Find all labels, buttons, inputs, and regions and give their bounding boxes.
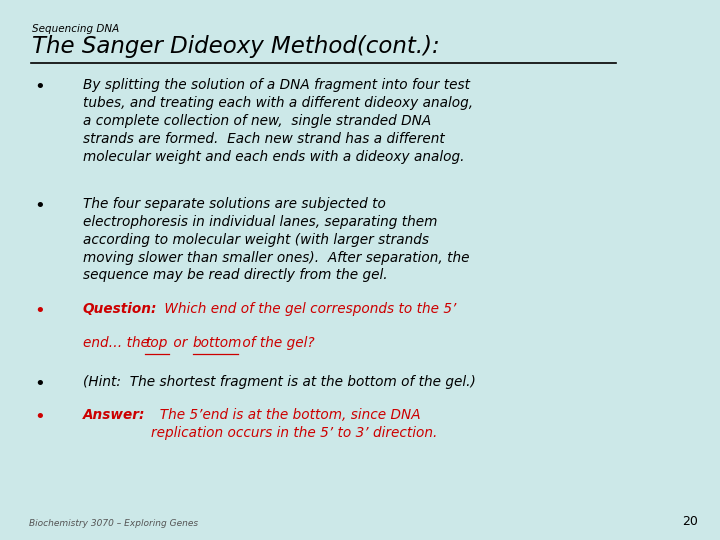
Text: The 5’end is at the bottom, since DNA
replication occurs in the 5’ to 3’ directi: The 5’end is at the bottom, since DNA re…: [151, 408, 438, 440]
Text: •: •: [35, 408, 45, 426]
Text: Answer:: Answer:: [83, 408, 145, 422]
Text: Which end of the gel corresponds to the 5’: Which end of the gel corresponds to the …: [160, 302, 456, 316]
Text: Biochemistry 3070 – Exploring Genes: Biochemistry 3070 – Exploring Genes: [29, 519, 198, 528]
Text: bottom: bottom: [193, 336, 243, 350]
Text: •: •: [35, 375, 45, 393]
Text: By splitting the solution of a DNA fragment into four test
tubes, and treating e: By splitting the solution of a DNA fragm…: [83, 78, 473, 164]
Text: of the gel?: of the gel?: [238, 336, 315, 350]
Text: •: •: [35, 197, 45, 215]
Text: •: •: [35, 302, 45, 320]
Text: top: top: [145, 336, 168, 350]
Text: Sequencing DNA: Sequencing DNA: [32, 24, 120, 35]
Text: 20: 20: [683, 515, 698, 528]
Text: or: or: [169, 336, 192, 350]
Text: •: •: [35, 78, 45, 96]
Text: Question:: Question:: [83, 302, 157, 316]
Text: The four separate solutions are subjected to
electrophoresis in individual lanes: The four separate solutions are subjecte…: [83, 197, 469, 282]
Text: (Hint:  The shortest fragment is at the bottom of the gel.): (Hint: The shortest fragment is at the b…: [83, 375, 476, 389]
Text: The Sanger Dideoxy Method(cont.):: The Sanger Dideoxy Method(cont.):: [32, 35, 440, 58]
Text: end… the: end… the: [83, 336, 153, 350]
